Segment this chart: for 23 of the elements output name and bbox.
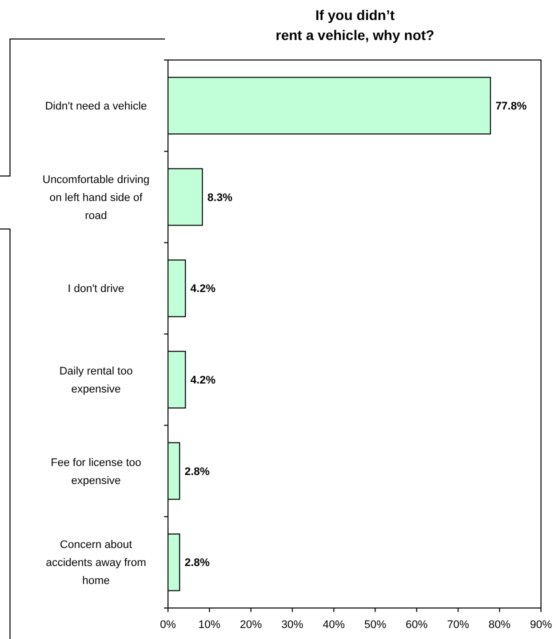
x-tick-label: 70% bbox=[447, 619, 470, 631]
x-tick-label: 60% bbox=[406, 619, 428, 631]
x-tick-label: 20% bbox=[240, 619, 262, 631]
data-label: 8.3% bbox=[207, 192, 233, 204]
y-tick-label: Uncomfortable driving on left hand side of road bbox=[42, 174, 150, 222]
y-tick-label: Daily rental too expensive bbox=[59, 366, 133, 396]
chart-title: If you didn’t rent a vehicle, why not? bbox=[276, 7, 434, 43]
y-tick-label: Fee for license too expensive bbox=[50, 456, 142, 487]
x-tick-label: 10% bbox=[198, 619, 221, 631]
x-tick-label: 90% bbox=[530, 619, 552, 631]
data-label: 2.8% bbox=[184, 557, 210, 570]
x-tick-label: 0% bbox=[160, 619, 176, 631]
data-label: 2.8% bbox=[184, 466, 210, 478]
data-label: 77.8% bbox=[495, 100, 527, 113]
x-tick-label: 80% bbox=[488, 619, 511, 631]
y-tick-label: Concern about accidents away from home bbox=[46, 539, 146, 588]
x-tick-label: 30% bbox=[281, 619, 304, 631]
y-tick-label: I don't drive bbox=[68, 283, 124, 296]
data-label: 4.2% bbox=[190, 374, 216, 387]
x-tick-label: 40% bbox=[322, 619, 345, 631]
y-tick-label: Didn't need a vehicle bbox=[45, 100, 147, 113]
data-label: 4.2% bbox=[190, 283, 216, 296]
x-tick-label: 50% bbox=[364, 619, 386, 631]
